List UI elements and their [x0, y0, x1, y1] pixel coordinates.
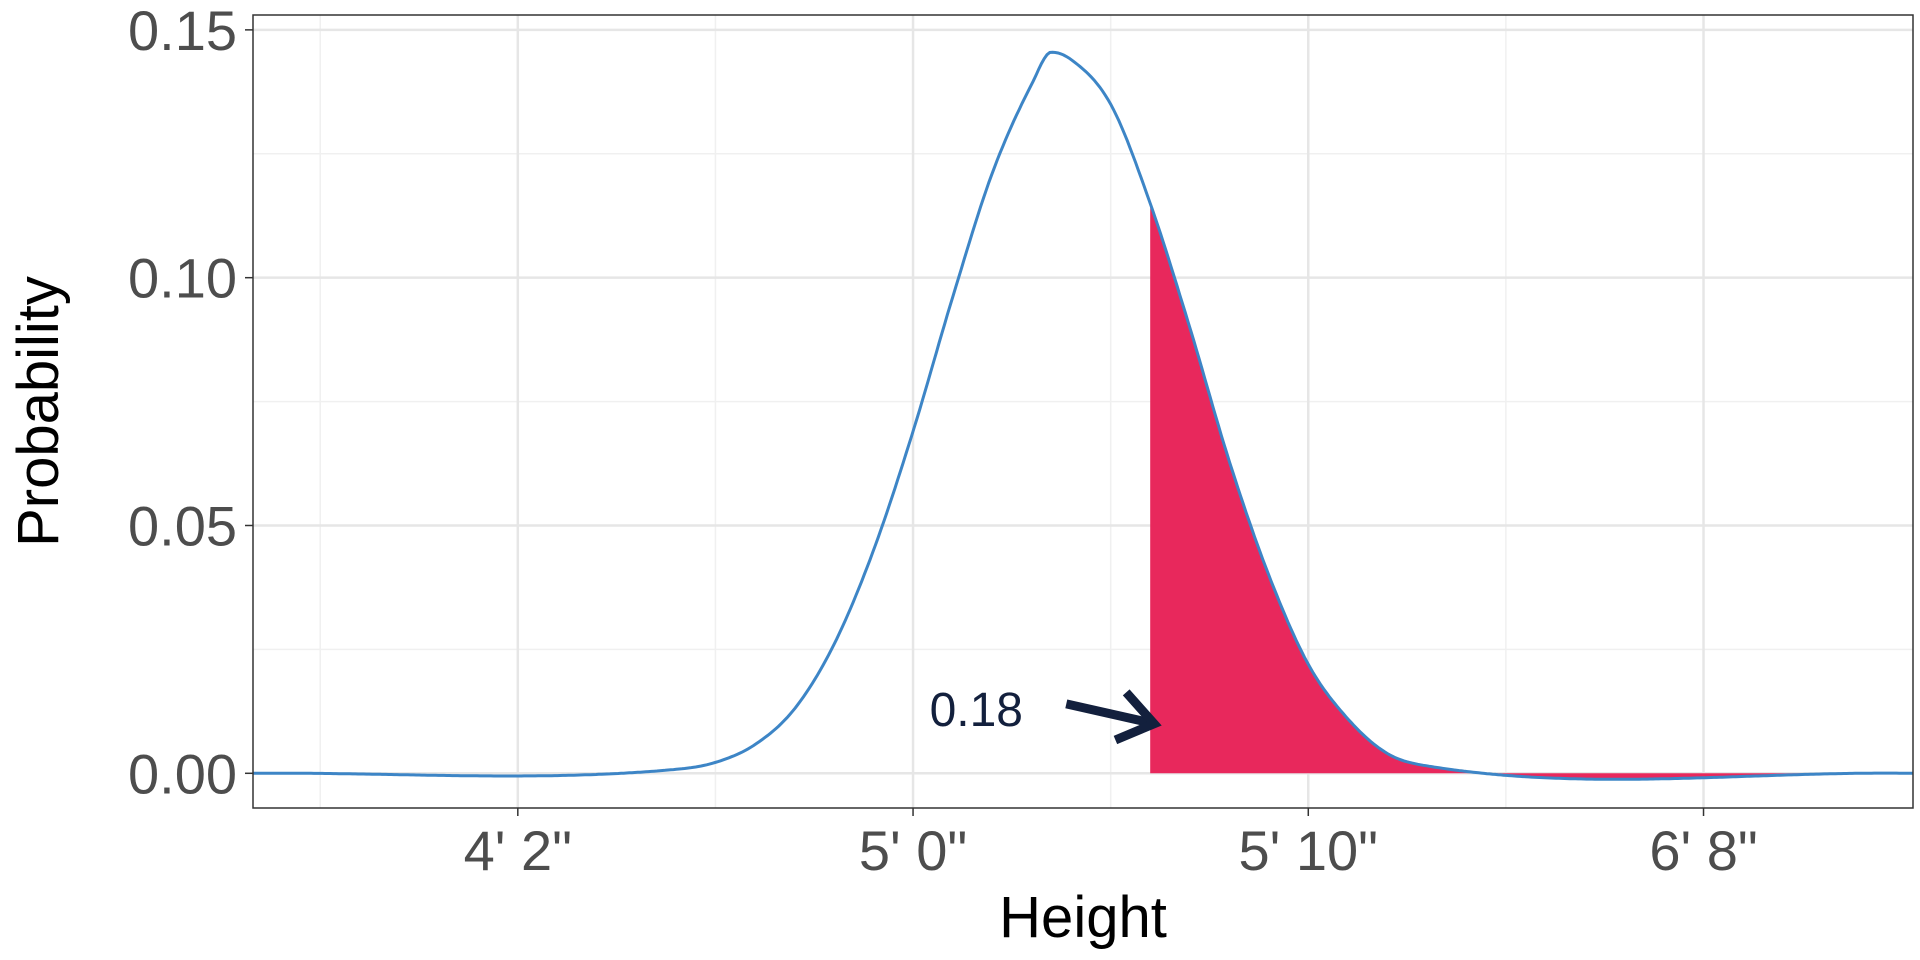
x-axis-title: Height — [999, 885, 1167, 950]
plot-panel — [253, 15, 1913, 808]
y-axis-ticks: 0.00 0.05 0.10 0.15 — [128, 0, 253, 805]
annotation-arrow-shaft — [1065, 699, 1152, 728]
y-tick-label: 0.00 — [128, 742, 237, 805]
minor-gridlines — [253, 15, 1913, 808]
annotation-arrow-head — [1113, 689, 1162, 745]
x-tick-label: 6' 8" — [1649, 819, 1757, 882]
shaded-tail-area — [1150, 203, 1913, 780]
plot-panel-border — [252, 14, 1914, 809]
annotation-label: 0.18 — [930, 684, 1023, 737]
annotation-arrow — [1065, 689, 1162, 745]
y-tick-label: 0.05 — [128, 494, 237, 557]
x-axis-ticks: 4' 2" 5' 0" 5' 10" 6' 8" — [464, 808, 1758, 882]
y-tick-label: 0.15 — [128, 0, 237, 62]
y-axis-title: Probability — [6, 276, 71, 547]
y-tick-label: 0.10 — [128, 247, 237, 310]
x-tick-label: 5' 0" — [859, 819, 967, 882]
x-tick-label: 5' 10" — [1239, 819, 1379, 882]
density-curve — [253, 50, 1913, 781]
x-tick-label: 4' 2" — [464, 819, 572, 882]
